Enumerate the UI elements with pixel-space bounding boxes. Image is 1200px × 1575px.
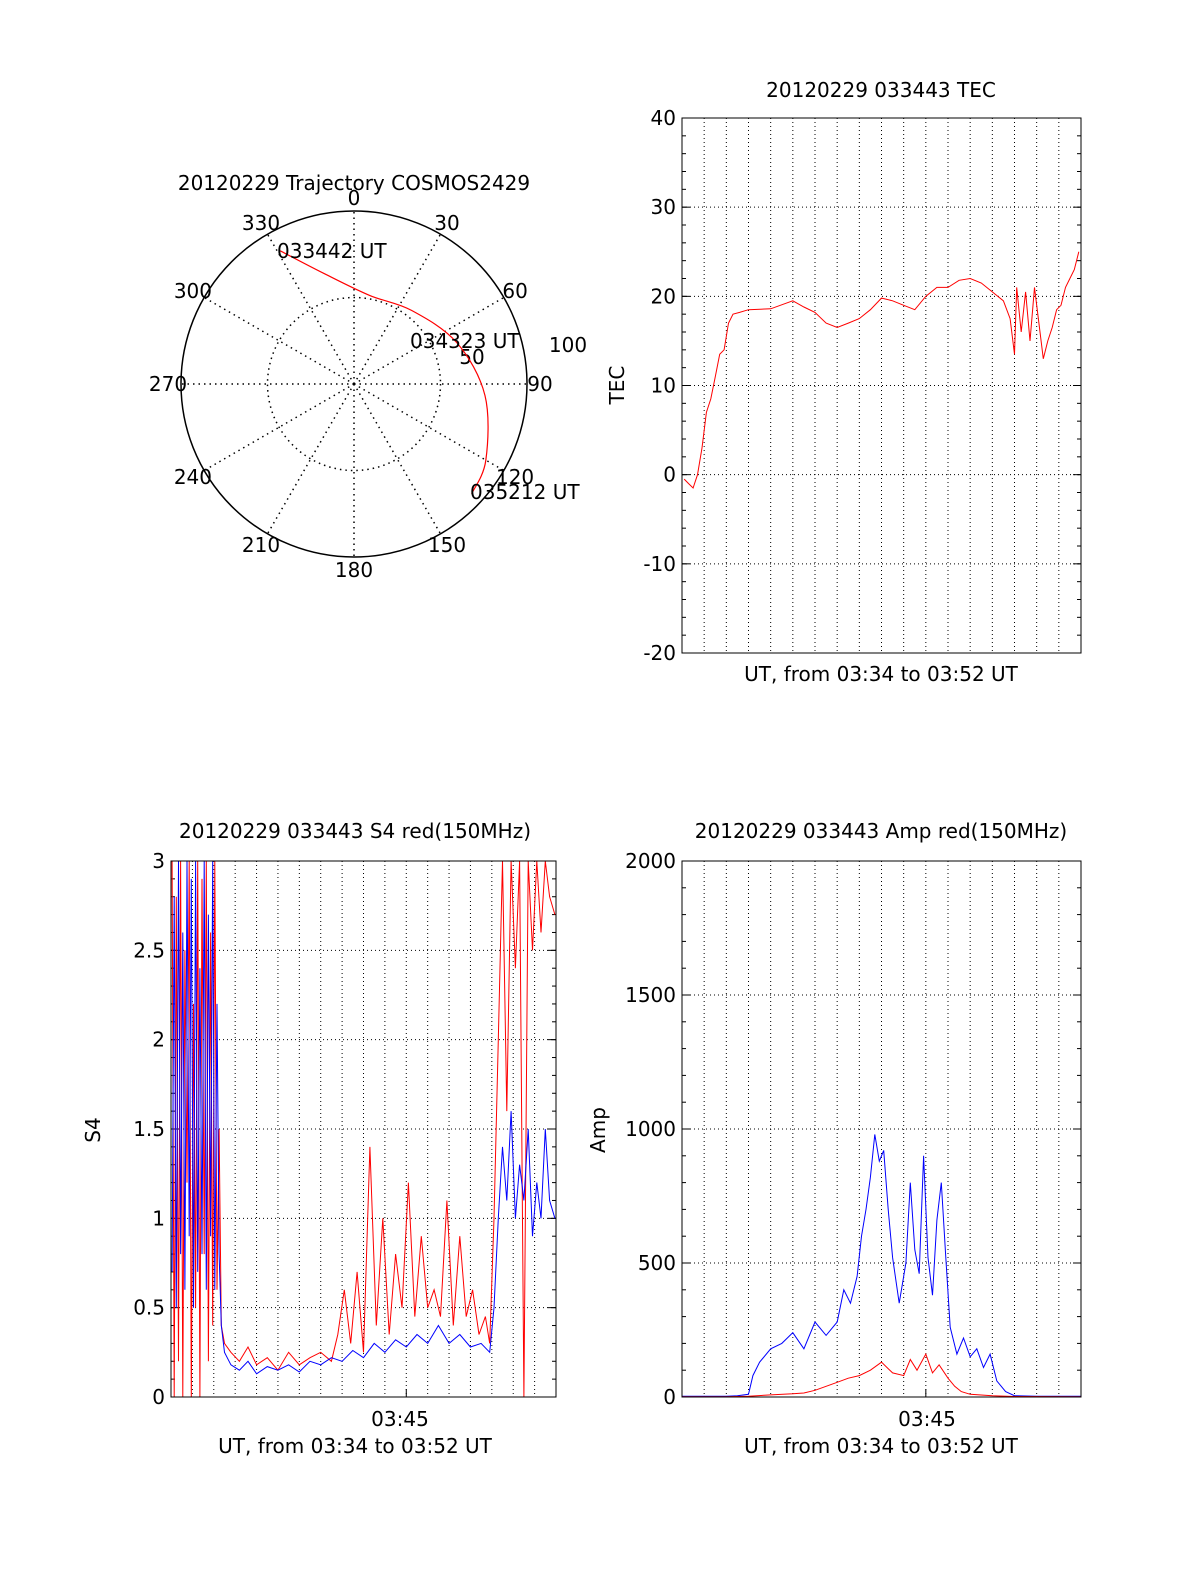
trajectory-start-label: 033442 UT [277, 239, 387, 263]
trajectory-end-label: 035212 UT [470, 480, 580, 504]
y-tick-label: 40 [651, 106, 676, 130]
s4-title: 20120229 033443 S4 red(150MHz) [179, 819, 531, 843]
amp-plot-frame [681, 860, 1082, 1398]
s4-panel: 20120229 033443 S4 red(150MHz) 0 0.5 1 1.5 2… [81, 819, 557, 1458]
polar-ring-label-100: 100 [549, 333, 587, 357]
amp-title: 20120229 033443 Amp red(150MHz) [695, 819, 1067, 843]
polar-azimuth-label: 120 [496, 465, 534, 489]
s4-ylabel: S4 [81, 1117, 105, 1142]
polar-spoke [353, 233, 442, 385]
amp-red-series-line [682, 1352, 1082, 1398]
polar-azimuth-labels: 0 30 60 90 120 150 180 210 240 270 300 330 [149, 186, 553, 582]
polar-azimuth-label: 210 [242, 533, 280, 557]
amp-xtick-label: 03:45 [898, 1407, 956, 1431]
s4-blue-series-line [171, 860, 556, 1375]
trajectory-panel: 20120229 Trajectory COSMOS2429 0 30 60 90 12… [149, 171, 587, 582]
y-tick-label: 2.5 [133, 938, 165, 962]
y-tick-label: 500 [638, 1251, 676, 1275]
amp-blue-series-line [682, 1134, 1081, 1397]
polar-azimuth-label: 330 [242, 211, 280, 235]
y-tick-label: 1 [152, 1206, 165, 1230]
tec-xlabel: UT, from 03:34 to 03:52 UT [744, 662, 1019, 686]
tec-title: 20120229 033443 TEC [766, 78, 996, 102]
polar-azimuth-label: 240 [174, 465, 212, 489]
trajectory-title: 20120229 Trajectory COSMOS2429 [178, 171, 530, 195]
tec-ylabel: TEC [605, 366, 629, 406]
y-tick-label: 0 [152, 1385, 165, 1409]
tec-series-line [683, 251, 1080, 489]
polar-inner-ring [266, 296, 442, 472]
amp-ylabel: Amp [586, 1107, 610, 1153]
polar-azimuth-label: 30 [434, 211, 459, 235]
polar-azimuth-label: 300 [174, 279, 212, 303]
y-tick-label: 1.5 [133, 1117, 165, 1141]
s4-grid [171, 861, 556, 1397]
polar-spoke [353, 383, 442, 535]
y-tick-label: 20 [651, 284, 676, 308]
polar-azimuth-label: 60 [502, 279, 527, 303]
polar-azimuth-label: 270 [149, 372, 187, 396]
polar-grid [180, 210, 528, 558]
y-tick-label: 2 [152, 1028, 165, 1052]
y-tick-label: 0 [663, 1385, 676, 1409]
polar-spoke [203, 383, 355, 472]
amp-xlabel: UT, from 03:34 to 03:52 UT [744, 1434, 1019, 1458]
s4-xlabel: UT, from 03:34 to 03:52 UT [218, 1434, 493, 1458]
polar-spoke [266, 233, 355, 385]
trajectory-mid-label: 034323 UT [410, 329, 520, 353]
polar-azimuth-label: 0 [348, 186, 361, 210]
y-tick-label: 3 [152, 849, 165, 873]
y-tick-label: 2000 [625, 849, 676, 873]
polar-spoke [266, 383, 355, 535]
polar-spoke [203, 296, 355, 385]
y-tick-label: 10 [651, 374, 676, 398]
amp-grid [682, 861, 1081, 1397]
polar-spoke [353, 296, 505, 385]
tec-plot-frame [681, 117, 1082, 654]
polar-azimuth-label: 150 [428, 533, 466, 557]
y-tick-label: -10 [643, 552, 676, 576]
y-tick-label: -20 [643, 641, 676, 665]
y-tick-label: 30 [651, 195, 676, 219]
y-tick-label: 1000 [625, 1117, 676, 1141]
s4-plot-frame [170, 860, 557, 1398]
polar-azimuth-label: 90 [527, 372, 552, 396]
y-tick-label: 1500 [625, 983, 676, 1007]
trajectory-track [279, 250, 489, 494]
amp-panel: 20120229 033443 Amp red(150MHz) 0 500 1000… [586, 819, 1082, 1458]
y-tick-label: 0 [663, 463, 676, 487]
s4-xtick-label: 03:45 [371, 1407, 429, 1431]
polar-azimuth-label: 180 [335, 558, 373, 582]
tec-y-ticks: -20 -10 0 10 20 30 40 [643, 106, 1081, 665]
tec-grid [682, 118, 1081, 653]
polar-outer-ring [180, 210, 528, 558]
y-tick-label: 0.5 [133, 1296, 165, 1320]
polar-spoke [353, 383, 505, 472]
amp-y-ticks: 0 500 1000 1500 2000 [625, 849, 1081, 1409]
